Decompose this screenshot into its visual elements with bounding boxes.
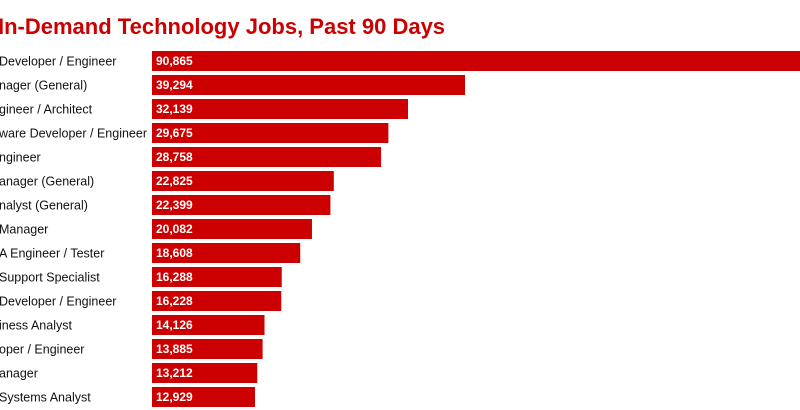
bar (152, 99, 409, 119)
bar (152, 243, 301, 263)
bar (152, 363, 258, 383)
category-label: Developer / Engineer (0, 294, 116, 308)
category-label: ware Developer / Engineer (0, 126, 147, 140)
value-label: 14,126 (156, 318, 193, 332)
category-label: gineer / Architect (0, 102, 93, 116)
bar (152, 219, 312, 239)
bar (152, 315, 265, 335)
category-label: Systems Analyst (0, 390, 91, 404)
category-label: Developer / Engineer (0, 54, 116, 68)
value-label: 29,675 (156, 126, 193, 140)
value-label: 39,294 (156, 78, 193, 92)
category-label: oper / Engineer (0, 342, 84, 356)
category-label: ngineer (0, 150, 41, 164)
category-label: nager (General) (0, 78, 87, 92)
category-label: anager (0, 366, 38, 380)
value-label: 18,608 (156, 246, 193, 260)
value-label: 20,082 (156, 222, 193, 236)
value-label: 13,212 (156, 366, 193, 380)
category-label: anager (General) (0, 174, 94, 188)
category-label: nalyst (General) (0, 198, 88, 212)
category-label: Support Specialist (0, 270, 100, 284)
value-label: 90,865 (156, 54, 193, 68)
bar (152, 51, 800, 71)
value-label: 22,825 (156, 174, 193, 188)
category-label: iness Analyst (0, 318, 72, 332)
chart-title: In-Demand Technology Jobs, Past 90 Days (0, 14, 445, 39)
value-label: 22,399 (156, 198, 193, 212)
bar (152, 123, 389, 143)
value-label: 12,929 (156, 390, 193, 404)
bar (152, 267, 282, 287)
bar (152, 147, 382, 167)
value-label: 13,885 (156, 342, 193, 356)
bar (152, 291, 282, 311)
bar (152, 387, 255, 407)
value-label: 16,228 (156, 294, 193, 308)
value-label: 28,758 (156, 150, 193, 164)
value-label: 16,288 (156, 270, 193, 284)
bar (152, 339, 263, 359)
value-label: 32,139 (156, 102, 193, 116)
category-label: A Engineer / Tester (0, 246, 104, 260)
bar (152, 171, 334, 191)
bar (152, 75, 465, 95)
bar (152, 195, 331, 215)
category-label: Manager (0, 222, 48, 236)
